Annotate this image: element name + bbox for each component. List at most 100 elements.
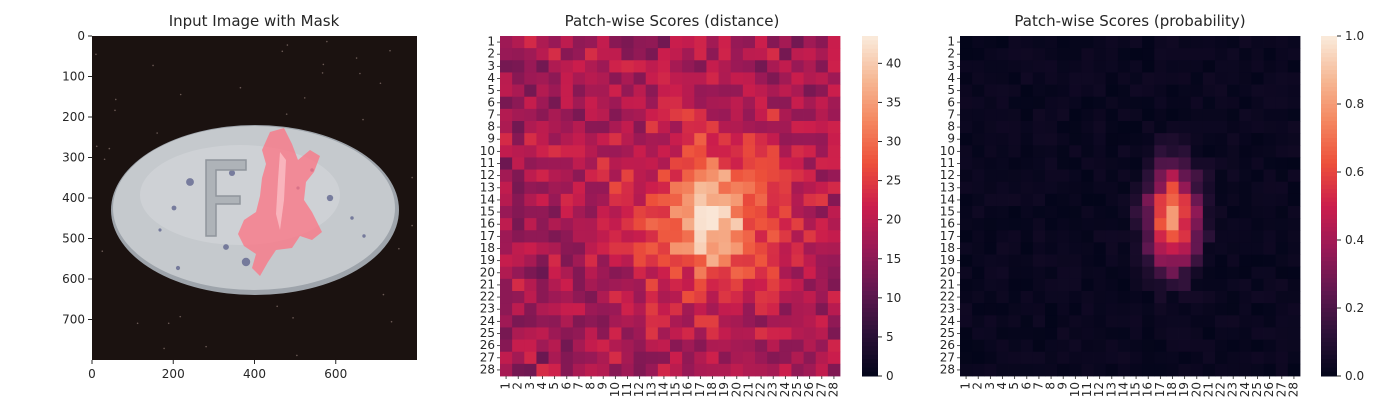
colorbar-segment [1321, 252, 1337, 258]
heatmap-cell [1093, 72, 1107, 85]
heatmap-cell [1178, 96, 1192, 110]
colorbar-segment [862, 184, 878, 190]
heatmap-cell [597, 96, 610, 110]
heatmap-cell [657, 60, 671, 73]
heatmap-cell [1105, 278, 1119, 292]
speckle [276, 305, 278, 308]
heatmap-cell [572, 339, 586, 353]
heatmap-cell [1202, 218, 1216, 231]
heatmap-cell [1251, 363, 1264, 377]
speckle [355, 57, 358, 59]
colorbar-segment [862, 48, 878, 54]
heatmap-cell [1251, 242, 1264, 255]
heatmap-cell [657, 242, 671, 255]
heatmap-cell [512, 60, 525, 73]
heatmap-cell [791, 108, 804, 122]
heatmap-cell [1105, 291, 1119, 304]
heatmap-cell [1081, 121, 1094, 134]
heatmap-cell [960, 351, 973, 365]
heatmap-cell [633, 218, 647, 231]
colorbar-segment [1321, 299, 1337, 305]
heatmap-cell [1057, 60, 1070, 73]
heatmap-cell [1020, 242, 1034, 255]
heatmap-cell [1166, 351, 1179, 365]
heatmap-cell [548, 303, 562, 316]
heatmap-cell [670, 96, 683, 110]
heatmap-cell [645, 169, 659, 183]
heatmap-cell [536, 206, 549, 219]
heatmap-cell [560, 36, 574, 49]
heatmap-ytick-label: 8 [487, 120, 495, 134]
colorbar-segment [1321, 70, 1337, 75]
heatmap-cell [779, 303, 792, 316]
heatmap-cell [1154, 108, 1167, 122]
heatmap-cell [621, 72, 634, 85]
heatmap-ytick-label: 11 [940, 156, 955, 170]
heatmap-cell [1045, 242, 1058, 255]
heatmap-cell [633, 133, 647, 146]
heatmap-cell [1275, 351, 1289, 365]
heatmap-cell [1202, 315, 1216, 328]
heatmap-cell [1190, 96, 1204, 110]
heatmap-cell [803, 36, 817, 49]
colorbar-segment [1321, 65, 1337, 71]
heatmap-cell [1154, 157, 1167, 170]
heatmap-cell [1251, 291, 1264, 304]
heatmap-cell [1263, 291, 1277, 304]
heatmap-cell [670, 242, 683, 255]
heatmap-cell [536, 36, 549, 49]
heatmap-cell [1020, 327, 1034, 340]
heatmap-cell [645, 108, 659, 122]
heatmap-cell [755, 193, 768, 207]
heatmap-cell [1081, 218, 1094, 231]
heatmap-cell [633, 121, 647, 134]
heatmap-cell [791, 157, 804, 170]
colorbar-segment [1321, 303, 1337, 309]
heatmap-cell [633, 84, 647, 98]
heatmap-cell [1020, 36, 1034, 49]
heatmap-xtick-label: 2 [511, 382, 525, 390]
colorbar-segment [862, 112, 878, 118]
heatmap-cell [682, 193, 695, 207]
heatmap-cell [1117, 193, 1131, 207]
colorbar-segment [862, 133, 878, 139]
colorbar-segment [1321, 282, 1337, 288]
heatmap-cell [827, 72, 841, 85]
colorbar-segment [862, 150, 878, 156]
heatmap-cell [1130, 145, 1143, 158]
heatmap-xtick-label: 20 [729, 382, 743, 397]
heatmap-cell [1093, 60, 1107, 73]
colorbar-segment [862, 197, 878, 203]
heatmap-cell [815, 96, 829, 110]
heatmap-cell [1069, 327, 1082, 340]
heatmap-cell [779, 133, 792, 146]
heatmap-cell [1130, 339, 1143, 353]
colorbar-segment [1321, 121, 1337, 126]
heatmap-cell [1032, 169, 1046, 183]
heatmap-cell [670, 291, 683, 304]
heatmap-cell [1287, 278, 1301, 292]
speckle [411, 224, 413, 227]
image-ytick-label: 300 [62, 151, 85, 165]
heatmap-cell [803, 278, 817, 292]
heatmap-cell [633, 351, 647, 365]
heatmap-cell [730, 133, 744, 146]
heatmap-cell [560, 303, 574, 316]
heatmap-cell [524, 133, 537, 146]
heatmap-cell [1178, 72, 1192, 85]
heatmap-cell [1239, 266, 1252, 280]
heatmap-cell [1178, 36, 1192, 49]
heatmap-cell [755, 278, 768, 292]
heatmap-cell [536, 218, 549, 231]
heatmap-cell [1239, 84, 1252, 98]
heatmap-cell [585, 157, 598, 170]
colorbar-segment [1321, 108, 1337, 113]
heatmap-cell [500, 36, 513, 49]
heatmap-cell [512, 121, 525, 134]
heatmap-cell [1239, 60, 1252, 73]
heatmap-cell [1190, 206, 1204, 219]
image-xtick-label: 200 [162, 367, 185, 381]
colorbar-segment [1321, 223, 1337, 228]
heatmap-cell [560, 242, 574, 255]
heatmap-cell [1190, 339, 1204, 353]
